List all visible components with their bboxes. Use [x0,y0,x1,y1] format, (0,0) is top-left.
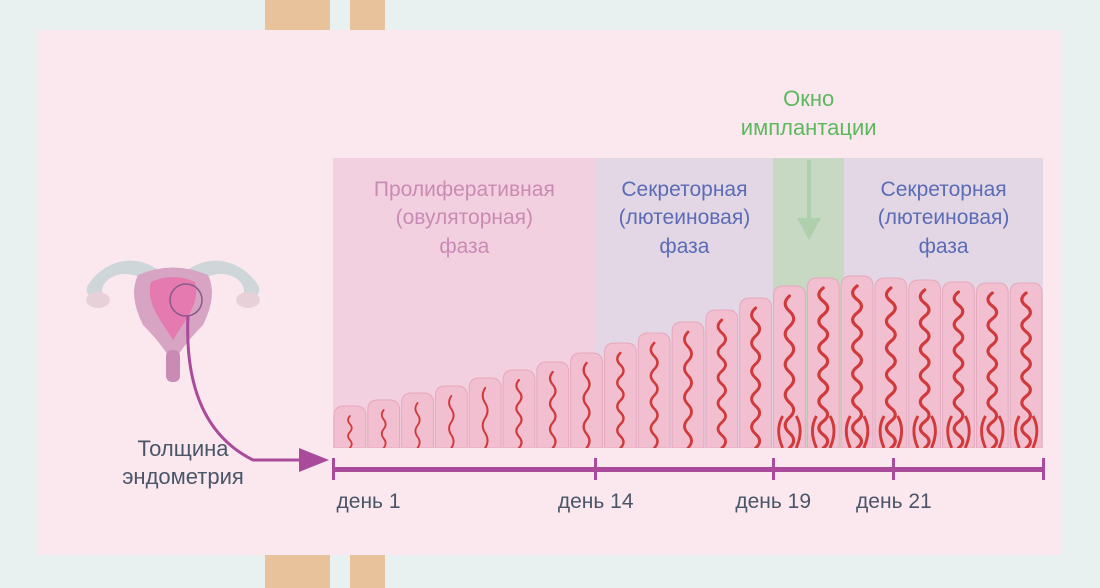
decor-bar [350,555,385,588]
axis-tick [332,458,335,480]
decor-bar [265,555,330,588]
uterus-illustration [78,240,268,390]
endometrium-growth-svg [333,158,1043,448]
axis-tick [772,458,775,480]
thickness-label: Толщинаэндометрия [98,435,268,490]
main-panel: Толщинаэндометрия Окноимплантации Пролиф… [38,30,1062,555]
timeline-axis [333,455,1043,485]
implantation-window-label: Окноимплантации [719,85,899,142]
axis-tick [892,458,895,480]
axis-day-label: день 1 [337,490,401,514]
axis-line [333,467,1043,472]
axis-day-label: день 21 [856,490,932,514]
axis-tick [1042,458,1045,480]
decor-bar [265,0,330,30]
axis-tick [594,458,597,480]
axis-day-label: день 14 [558,490,634,514]
endometrium-chart: Пролиферативная(овуляторная)фаза Секрето… [333,158,1043,448]
decor-bar [350,0,385,30]
axis-day-label: день 19 [735,490,811,514]
